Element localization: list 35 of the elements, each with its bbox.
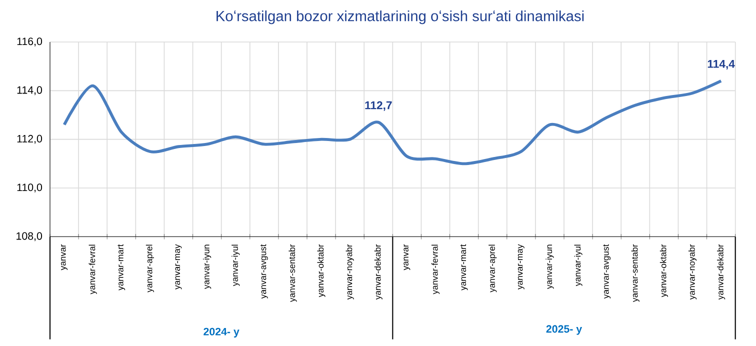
x-tick-label: yanvar (404, 244, 410, 270)
y-tick-label: 110,0 (17, 184, 42, 192)
x-tick-label: yanvar-mart (118, 244, 126, 290)
x-tick-label: yanvar-noyabr (346, 244, 354, 300)
x-tick-label: yanvar-oktabr (660, 244, 668, 298)
chart-title: Koʻrsatilgan bozor xizmatlarining oʻsish surʻati dinamikasi (216, 10, 584, 24)
x-tick-label: yanvar-iyul (574, 244, 582, 286)
line-series (62, 79, 723, 166)
x-tick-label: yanvar-may (175, 244, 182, 290)
x-tick-label: yanvar-fevral (88, 244, 97, 294)
x-tick-label: yanvar-iyun (203, 244, 212, 289)
x-tick-label: yanvar-fevral (431, 244, 440, 294)
data-label: 112,7 (365, 101, 392, 111)
x-tick-label: yanvar-oktabr (317, 244, 326, 298)
x-tick-label: yanvar-aprel (146, 244, 154, 292)
x-tick-label: yanvar-sentabr (288, 244, 297, 302)
y-tick-label: 112,0 (17, 134, 42, 144)
y-tick-label: 108,0 (16, 232, 42, 242)
y-tick-label: 114,0 (17, 86, 42, 96)
x-tick-label: yanvar-avgust (603, 244, 611, 299)
data-label: 114,4 (708, 60, 735, 70)
x-tick-label: yanvar-iyun (546, 244, 554, 289)
x-tick-label: yanvar-noyabr (688, 244, 697, 300)
text: 2024- y (204, 328, 240, 338)
x-tick-label: yanvar-iyul (232, 244, 240, 286)
x-tick-label: yanvar-sentabr (631, 244, 640, 302)
x-tick-label: yanvar-dekabr (717, 244, 726, 300)
x-tick-label: yanvar (61, 244, 68, 270)
x-tick-label: yanvar-avgust (260, 244, 268, 299)
y-tick-label: 116,0 (17, 38, 42, 46)
x-tick-label: yanvar-may (518, 244, 524, 290)
x-tick-label: yanvar-mart (460, 244, 468, 290)
x-tick-label: yanvar-dekabr (374, 244, 382, 300)
text: 2025- y (546, 325, 582, 335)
x-tick-label: yanvar-aprel (488, 244, 497, 292)
